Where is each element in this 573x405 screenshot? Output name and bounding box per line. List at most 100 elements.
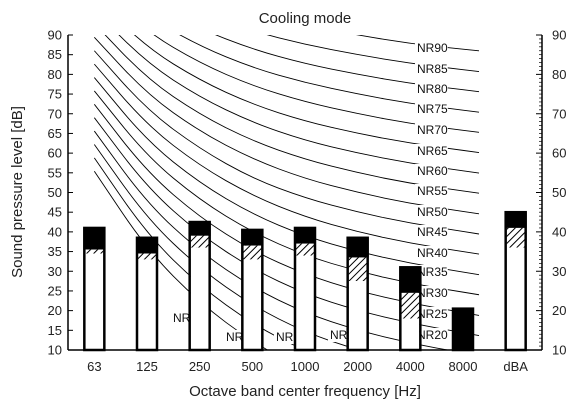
y-tick-label-left: 65 (48, 126, 62, 141)
bar-white-segment (85, 253, 104, 350)
bars (83, 210, 527, 352)
bar-hatch-segment (348, 257, 367, 282)
bar-hatch-segment (296, 243, 314, 256)
x-tick-label: 63 (87, 359, 101, 374)
nr-label-bg (415, 41, 448, 55)
nr-label-nr45: NR45 (417, 225, 448, 239)
x-tick-label: 2000 (343, 359, 372, 374)
nr-label-bg (415, 62, 448, 76)
nr-label-nr60: NR60 (417, 164, 448, 178)
bar-hatch-segment (85, 249, 104, 254)
nr-label-bg (415, 184, 448, 198)
y-axis-title: Sound pressure level [dB] (9, 106, 26, 278)
bar-black-segment (188, 222, 211, 236)
x-tick-label: 8000 (449, 359, 478, 374)
nr-curve-nr40 (93, 63, 480, 255)
nr-curve-nr75 (179, 35, 480, 113)
y-tick-label-left: 90 (48, 28, 62, 43)
nr-curve-nr80 (215, 35, 480, 93)
y-tick-label-left: 85 (48, 47, 62, 62)
bar-hatch-segment (243, 245, 262, 260)
y-tick-label-left: 25 (48, 283, 62, 298)
bar-63 (83, 226, 106, 352)
bar-black-segment (83, 227, 106, 250)
nr-curve-nr50 (94, 37, 480, 215)
bar-black-segment (346, 237, 369, 258)
bar-black-segment (136, 237, 158, 254)
nr-curve-nr60 (118, 35, 480, 174)
nr-label-nr20: NR20 (417, 328, 448, 342)
nr-curve-nr45 (93, 50, 480, 235)
nr-label-bg (415, 246, 448, 260)
y-tick-label-right: 50 (552, 185, 566, 200)
nr-label-nr80: NR80 (417, 82, 448, 96)
nr-label-bg (415, 205, 448, 219)
bar-black-segment (452, 308, 474, 350)
nr-curve-nr35 (93, 77, 480, 276)
y-tick-label-left: 10 (48, 343, 62, 358)
bar-hatch-segment (138, 253, 156, 260)
x-tick-label: 1000 (291, 359, 320, 374)
y-tick-label-right: 80 (552, 67, 566, 82)
bar-dBA (504, 210, 527, 352)
y-tick-label-right: 30 (552, 264, 566, 279)
x-tick-label: 125 (136, 359, 158, 374)
y-tick-label-left: 50 (48, 185, 62, 200)
nr-label-bg (415, 265, 448, 279)
nr-label-nr30: NR30 (417, 286, 448, 300)
y-tick-label-left: 30 (48, 264, 62, 279)
nr-curve-nr55 (104, 35, 480, 194)
x-tick-label: dBA (503, 359, 528, 374)
x-axis-title: Octave band center frequency [Hz] (189, 383, 421, 400)
bar-black-segment (241, 229, 264, 246)
y-tick-label-right: 10 (552, 343, 566, 358)
y-tick-label-left: 70 (48, 106, 62, 121)
nr-label-bg (415, 102, 448, 116)
bar-white-segment (138, 259, 156, 350)
x-tick-label: 4000 (396, 359, 425, 374)
bar-white-segment (190, 247, 209, 350)
nr-label-nr85: NR85 (417, 62, 448, 76)
bar-4000 (399, 266, 422, 352)
bar-500 (241, 228, 264, 352)
nr-label-bg (415, 123, 448, 137)
nr-label-nr75: NR75 (417, 102, 448, 116)
y-tick-label-left: 20 (48, 303, 62, 318)
y-tick-label-right: 20 (552, 303, 566, 318)
y-tick-label-left: 40 (48, 224, 62, 239)
y-tick-label-right: 90 (552, 28, 566, 43)
y-tick-label-right: 70 (552, 106, 566, 121)
bar-8000 (451, 307, 475, 352)
y-tick-label-right: 60 (552, 146, 566, 161)
nr-label-nr70: NR70 (417, 123, 448, 137)
nr-curve-nr85 (266, 35, 480, 73)
y-tick-label-left: 75 (48, 87, 62, 102)
bar-1000 (293, 226, 317, 352)
bar-black-segment (399, 267, 422, 293)
bar-white-segment (243, 259, 262, 350)
y-tick-label-left: 45 (48, 205, 62, 220)
nr-label-nr50: NR50 (417, 205, 448, 219)
nr-label-bg (415, 225, 448, 239)
bar-white-segment (401, 318, 420, 350)
nr-label-nr65: NR65 (417, 144, 448, 158)
nr-label-nr55: NR55 (417, 184, 448, 198)
nr-label-bg (415, 328, 448, 342)
axes: 10 15 20 25 30 35 40 45 50 55 60 65 70 75 80 85 90 10 20 30… (48, 28, 567, 375)
x-tick-label: 250 (189, 359, 211, 374)
nr-label-nr35: NR35 (417, 265, 448, 279)
y-tick-label-left: 80 (48, 67, 62, 82)
y-tick-label-left: 15 (48, 323, 62, 338)
chart-title: Cooling mode (259, 10, 352, 27)
bar-125 (135, 236, 159, 352)
bar-hatch-segment (190, 235, 209, 248)
bar-hatch-segment (401, 292, 420, 319)
bar-250 (188, 220, 211, 352)
nr-label-nr25: NR25 (417, 307, 448, 321)
y-tick-label-right: 40 (552, 224, 566, 239)
nr-label-nr40: NR40 (417, 246, 448, 260)
x-tick-label: 500 (241, 359, 263, 374)
nr-curve-nr90 (355, 35, 480, 52)
nr-curve-nr70 (153, 35, 480, 133)
